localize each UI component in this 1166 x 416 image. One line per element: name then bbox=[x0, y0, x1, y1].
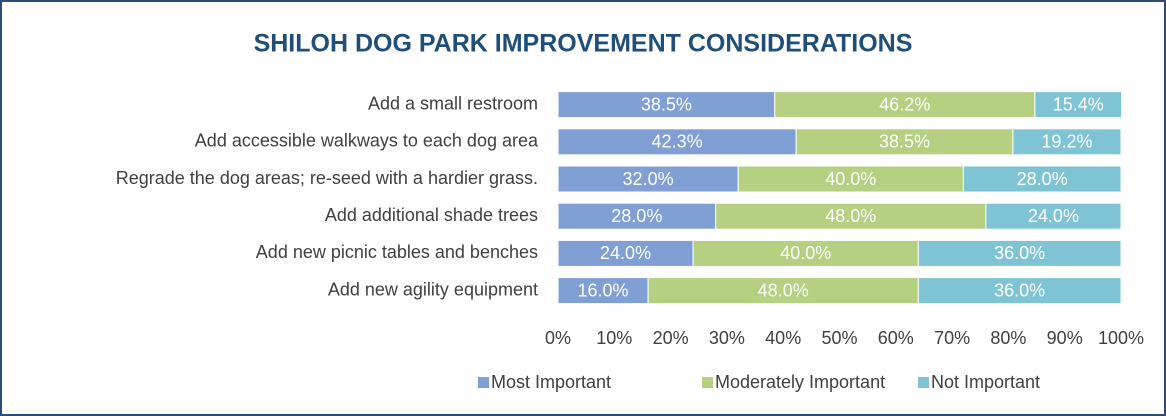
x-tick-label: 100% bbox=[1098, 328, 1144, 348]
legend-swatch bbox=[918, 377, 929, 388]
bar-segment bbox=[1034, 91, 1123, 119]
data-label: 38.5% bbox=[641, 94, 692, 114]
x-tick-label: 0% bbox=[545, 328, 571, 348]
x-tick-label: 80% bbox=[990, 328, 1026, 348]
x-tick-label: 20% bbox=[653, 328, 689, 348]
bar-segment bbox=[962, 165, 1122, 193]
bar-segment bbox=[795, 128, 1014, 156]
bar-segment bbox=[737, 165, 964, 193]
legend-swatch bbox=[478, 377, 489, 388]
bar-segment bbox=[557, 165, 739, 193]
x-tick-label: 40% bbox=[765, 328, 801, 348]
y-tick-label: Add a small restroom bbox=[368, 93, 538, 113]
chart-title: SHILOH DOG PARK IMPROVEMENT CONSIDERATIO… bbox=[254, 30, 913, 58]
legend-label: Moderately Important bbox=[715, 372, 885, 392]
bar-segment bbox=[917, 277, 1122, 305]
data-label: 46.2% bbox=[879, 94, 930, 114]
data-label: 28.0% bbox=[611, 206, 662, 226]
bar-segment bbox=[557, 277, 649, 305]
bar-segment bbox=[715, 202, 987, 230]
y-tick-label: Add accessible walkways to each dog area bbox=[195, 131, 539, 151]
data-label: 16.0% bbox=[578, 280, 629, 300]
bar-segment bbox=[1012, 128, 1122, 156]
data-label: 48.0% bbox=[758, 280, 809, 300]
y-tick-label: Add new agility equipment bbox=[328, 279, 538, 299]
data-label: 40.0% bbox=[780, 243, 831, 263]
data-label: 38.5% bbox=[879, 132, 930, 152]
data-label: 15.4% bbox=[1053, 94, 1104, 114]
bar-segment bbox=[985, 202, 1122, 230]
x-tick-label: 50% bbox=[821, 328, 857, 348]
legend-swatch bbox=[702, 377, 713, 388]
data-label: 48.0% bbox=[825, 206, 876, 226]
data-label: 19.2% bbox=[1041, 132, 1092, 152]
x-tick-label: 10% bbox=[596, 328, 632, 348]
data-label: 40.0% bbox=[825, 169, 876, 189]
x-tick-label: 90% bbox=[1047, 328, 1083, 348]
data-label: 32.0% bbox=[623, 169, 674, 189]
bar-segment bbox=[557, 128, 797, 156]
legend-label: Most Important bbox=[491, 372, 611, 392]
data-label: 36.0% bbox=[994, 243, 1045, 263]
bar-segment bbox=[774, 91, 1036, 119]
data-label: 24.0% bbox=[600, 243, 651, 263]
legend-label: Not Important bbox=[931, 372, 1040, 392]
bar-segment bbox=[647, 277, 919, 305]
data-label: 24.0% bbox=[1028, 206, 1079, 226]
bar-segment bbox=[557, 91, 776, 119]
x-tick-label: 60% bbox=[878, 328, 914, 348]
bar-segment bbox=[917, 239, 1122, 267]
data-label: 28.0% bbox=[1017, 169, 1068, 189]
x-tick-label: 70% bbox=[934, 328, 970, 348]
x-tick-label: 30% bbox=[709, 328, 745, 348]
data-label: 36.0% bbox=[994, 280, 1045, 300]
y-tick-label: Add additional shade trees bbox=[325, 205, 538, 225]
bar-segment bbox=[557, 239, 694, 267]
y-tick-label: Add new picnic tables and benches bbox=[256, 242, 538, 262]
y-tick-label: Regrade the dog areas; re-seed with a ha… bbox=[116, 168, 538, 188]
data-label: 42.3% bbox=[652, 132, 703, 152]
